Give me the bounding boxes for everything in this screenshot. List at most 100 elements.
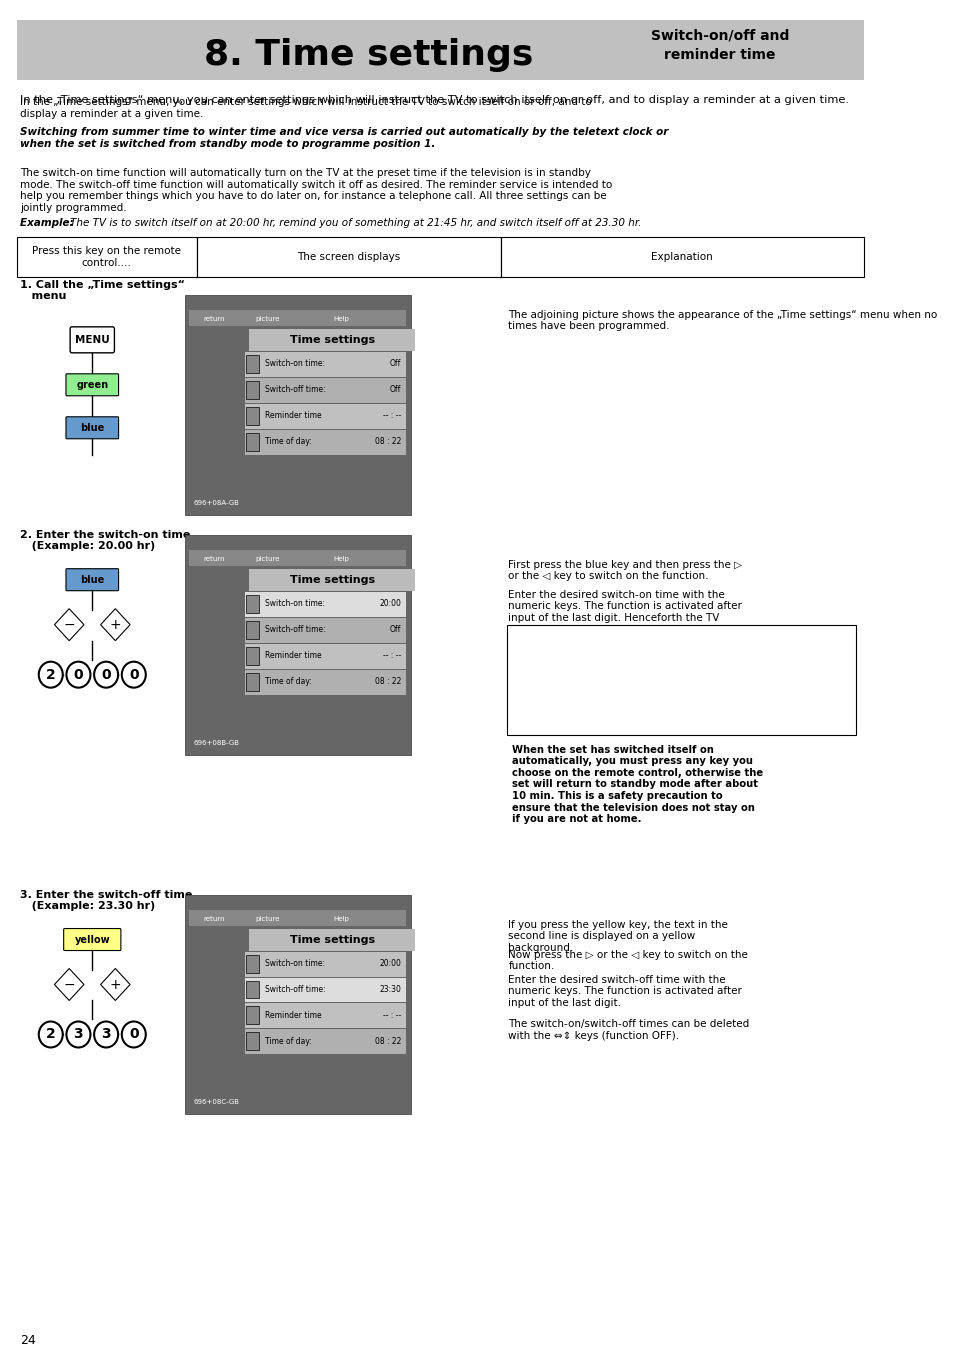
FancyBboxPatch shape — [246, 955, 259, 973]
Text: Switching from summer time to winter time and vice versa is carried out automati: Switching from summer time to winter tim… — [20, 127, 668, 149]
FancyBboxPatch shape — [506, 624, 856, 735]
Text: In the „Time settings“ menu, you can enter settings which will instruct the TV t: In the „Time settings“ menu, you can ent… — [20, 97, 592, 119]
FancyBboxPatch shape — [66, 569, 118, 590]
FancyBboxPatch shape — [244, 951, 406, 977]
Circle shape — [94, 662, 118, 688]
FancyBboxPatch shape — [246, 673, 259, 690]
Text: The TV is to switch itself on at 20:00 hr, remind you of something at 21:45 hr, : The TV is to switch itself on at 20:00 h… — [71, 218, 640, 228]
FancyBboxPatch shape — [246, 1032, 259, 1051]
FancyBboxPatch shape — [184, 535, 410, 755]
FancyBboxPatch shape — [249, 569, 415, 590]
Text: When the set has switched itself on
automatically, you must press any key you
ch: When the set has switched itself on auto… — [512, 744, 762, 824]
Text: -- : --: -- : -- — [383, 651, 401, 661]
Text: If you press the yellow key, the text in the
second line is displayed on a yello: If you press the yellow key, the text in… — [508, 920, 727, 952]
Text: Switch-on time:: Switch-on time: — [265, 959, 324, 969]
Circle shape — [94, 1021, 118, 1047]
Text: The switch-on/switch-off times can be deleted
with the ⇔⇕ keys (function OFF).: The switch-on/switch-off times can be de… — [508, 1020, 749, 1042]
Text: Reminder time: Reminder time — [265, 651, 321, 661]
FancyBboxPatch shape — [244, 1029, 406, 1055]
Text: Now press the ▷ or the ◁ key to switch on the
function.: Now press the ▷ or the ◁ key to switch o… — [508, 950, 747, 971]
Text: 696+08A-GB: 696+08A-GB — [193, 500, 239, 505]
Text: Switch-off time:: Switch-off time: — [265, 985, 325, 994]
Text: 08 : 22: 08 : 22 — [375, 438, 401, 446]
Text: Off: Off — [390, 359, 401, 369]
Text: +: + — [110, 617, 121, 632]
FancyBboxPatch shape — [244, 430, 406, 455]
Text: Help: Help — [334, 916, 349, 921]
Text: 20:00: 20:00 — [379, 959, 401, 969]
Circle shape — [67, 662, 91, 688]
FancyBboxPatch shape — [189, 909, 406, 925]
Text: picture: picture — [255, 916, 279, 921]
FancyBboxPatch shape — [246, 407, 259, 424]
Text: 08 : 22: 08 : 22 — [375, 677, 401, 686]
Text: The switch-on time function will automatically turn on the TV at the preset time: The switch-on time function will automat… — [20, 168, 612, 212]
Text: Enter the desired switch-on time with the
numeric keys. The function is activate: Enter the desired switch-on time with th… — [508, 589, 741, 646]
Text: −: − — [63, 617, 75, 632]
Polygon shape — [54, 969, 84, 1001]
Text: Time of day:: Time of day: — [265, 438, 312, 446]
FancyBboxPatch shape — [249, 328, 415, 351]
Text: 20:00: 20:00 — [379, 600, 401, 608]
Text: 3: 3 — [101, 1028, 111, 1042]
Text: Reminder time: Reminder time — [265, 1011, 321, 1020]
Circle shape — [39, 662, 63, 688]
Text: Help: Help — [334, 316, 349, 322]
Text: The screen displays: The screen displays — [297, 251, 400, 262]
Text: When switched on, the TV displays the
programme position which was selected when: When switched on, the TV displays the pr… — [508, 650, 760, 694]
Text: 3. Enter the switch-off time
   (Example: 23.30 hr): 3. Enter the switch-off time (Example: 2… — [20, 889, 193, 911]
FancyBboxPatch shape — [244, 404, 406, 428]
FancyBboxPatch shape — [71, 327, 114, 353]
Polygon shape — [100, 969, 130, 1001]
FancyBboxPatch shape — [16, 236, 196, 277]
FancyBboxPatch shape — [246, 432, 259, 451]
FancyBboxPatch shape — [246, 981, 259, 998]
FancyBboxPatch shape — [246, 1006, 259, 1024]
Text: First press the blue key and then press the ▷
or the ◁ key to switch on the func: First press the blue key and then press … — [508, 559, 741, 581]
FancyBboxPatch shape — [246, 647, 259, 665]
Text: return: return — [203, 316, 224, 322]
Text: Example:: Example: — [20, 218, 77, 228]
Text: MENU: MENU — [75, 335, 110, 345]
Text: 0: 0 — [73, 667, 83, 682]
Text: 23:30: 23:30 — [379, 985, 401, 994]
Text: Switch-off time:: Switch-off time: — [265, 626, 325, 634]
Text: picture: picture — [255, 555, 279, 562]
FancyBboxPatch shape — [246, 594, 259, 613]
Polygon shape — [100, 609, 130, 640]
FancyBboxPatch shape — [189, 550, 406, 566]
Text: 0: 0 — [129, 1028, 138, 1042]
Text: 3: 3 — [73, 1028, 83, 1042]
Text: -- : --: -- : -- — [383, 1011, 401, 1020]
FancyBboxPatch shape — [246, 381, 259, 399]
Text: Press this key on the remote
control....: Press this key on the remote control.... — [32, 246, 181, 267]
Text: 2. Enter the switch-on time
   (Example: 20.00 hr): 2. Enter the switch-on time (Example: 20… — [20, 530, 191, 551]
Circle shape — [67, 1021, 91, 1047]
FancyBboxPatch shape — [16, 20, 862, 80]
Text: In the „Time settings“ menu, you can enter settings which will instruct the TV t: In the „Time settings“ menu, you can ent… — [20, 95, 848, 105]
Text: blue: blue — [80, 574, 104, 585]
Text: Time settings: Time settings — [290, 335, 375, 345]
Text: 2: 2 — [46, 1028, 55, 1042]
Text: Switch-on time:: Switch-on time: — [265, 359, 324, 369]
Text: 2: 2 — [46, 667, 55, 682]
FancyBboxPatch shape — [500, 236, 862, 277]
Text: Time settings: Time settings — [290, 574, 375, 585]
Text: 8. Time settings: 8. Time settings — [204, 38, 534, 72]
Text: yellow: yellow — [74, 935, 110, 944]
FancyBboxPatch shape — [66, 374, 118, 396]
Text: +: + — [110, 978, 121, 992]
Text: 08 : 22: 08 : 22 — [375, 1038, 401, 1046]
FancyBboxPatch shape — [189, 309, 406, 326]
Text: Time of day:: Time of day: — [265, 1038, 312, 1046]
Text: 696+08B-GB: 696+08B-GB — [193, 739, 239, 746]
Text: green: green — [76, 380, 109, 390]
Text: 696+08C-GB: 696+08C-GB — [193, 1100, 239, 1105]
Text: Switch-off time:: Switch-off time: — [265, 385, 325, 394]
FancyBboxPatch shape — [244, 378, 406, 403]
FancyBboxPatch shape — [66, 417, 118, 439]
Text: return: return — [203, 555, 224, 562]
Polygon shape — [54, 609, 84, 640]
FancyBboxPatch shape — [244, 670, 406, 694]
FancyBboxPatch shape — [246, 355, 259, 373]
